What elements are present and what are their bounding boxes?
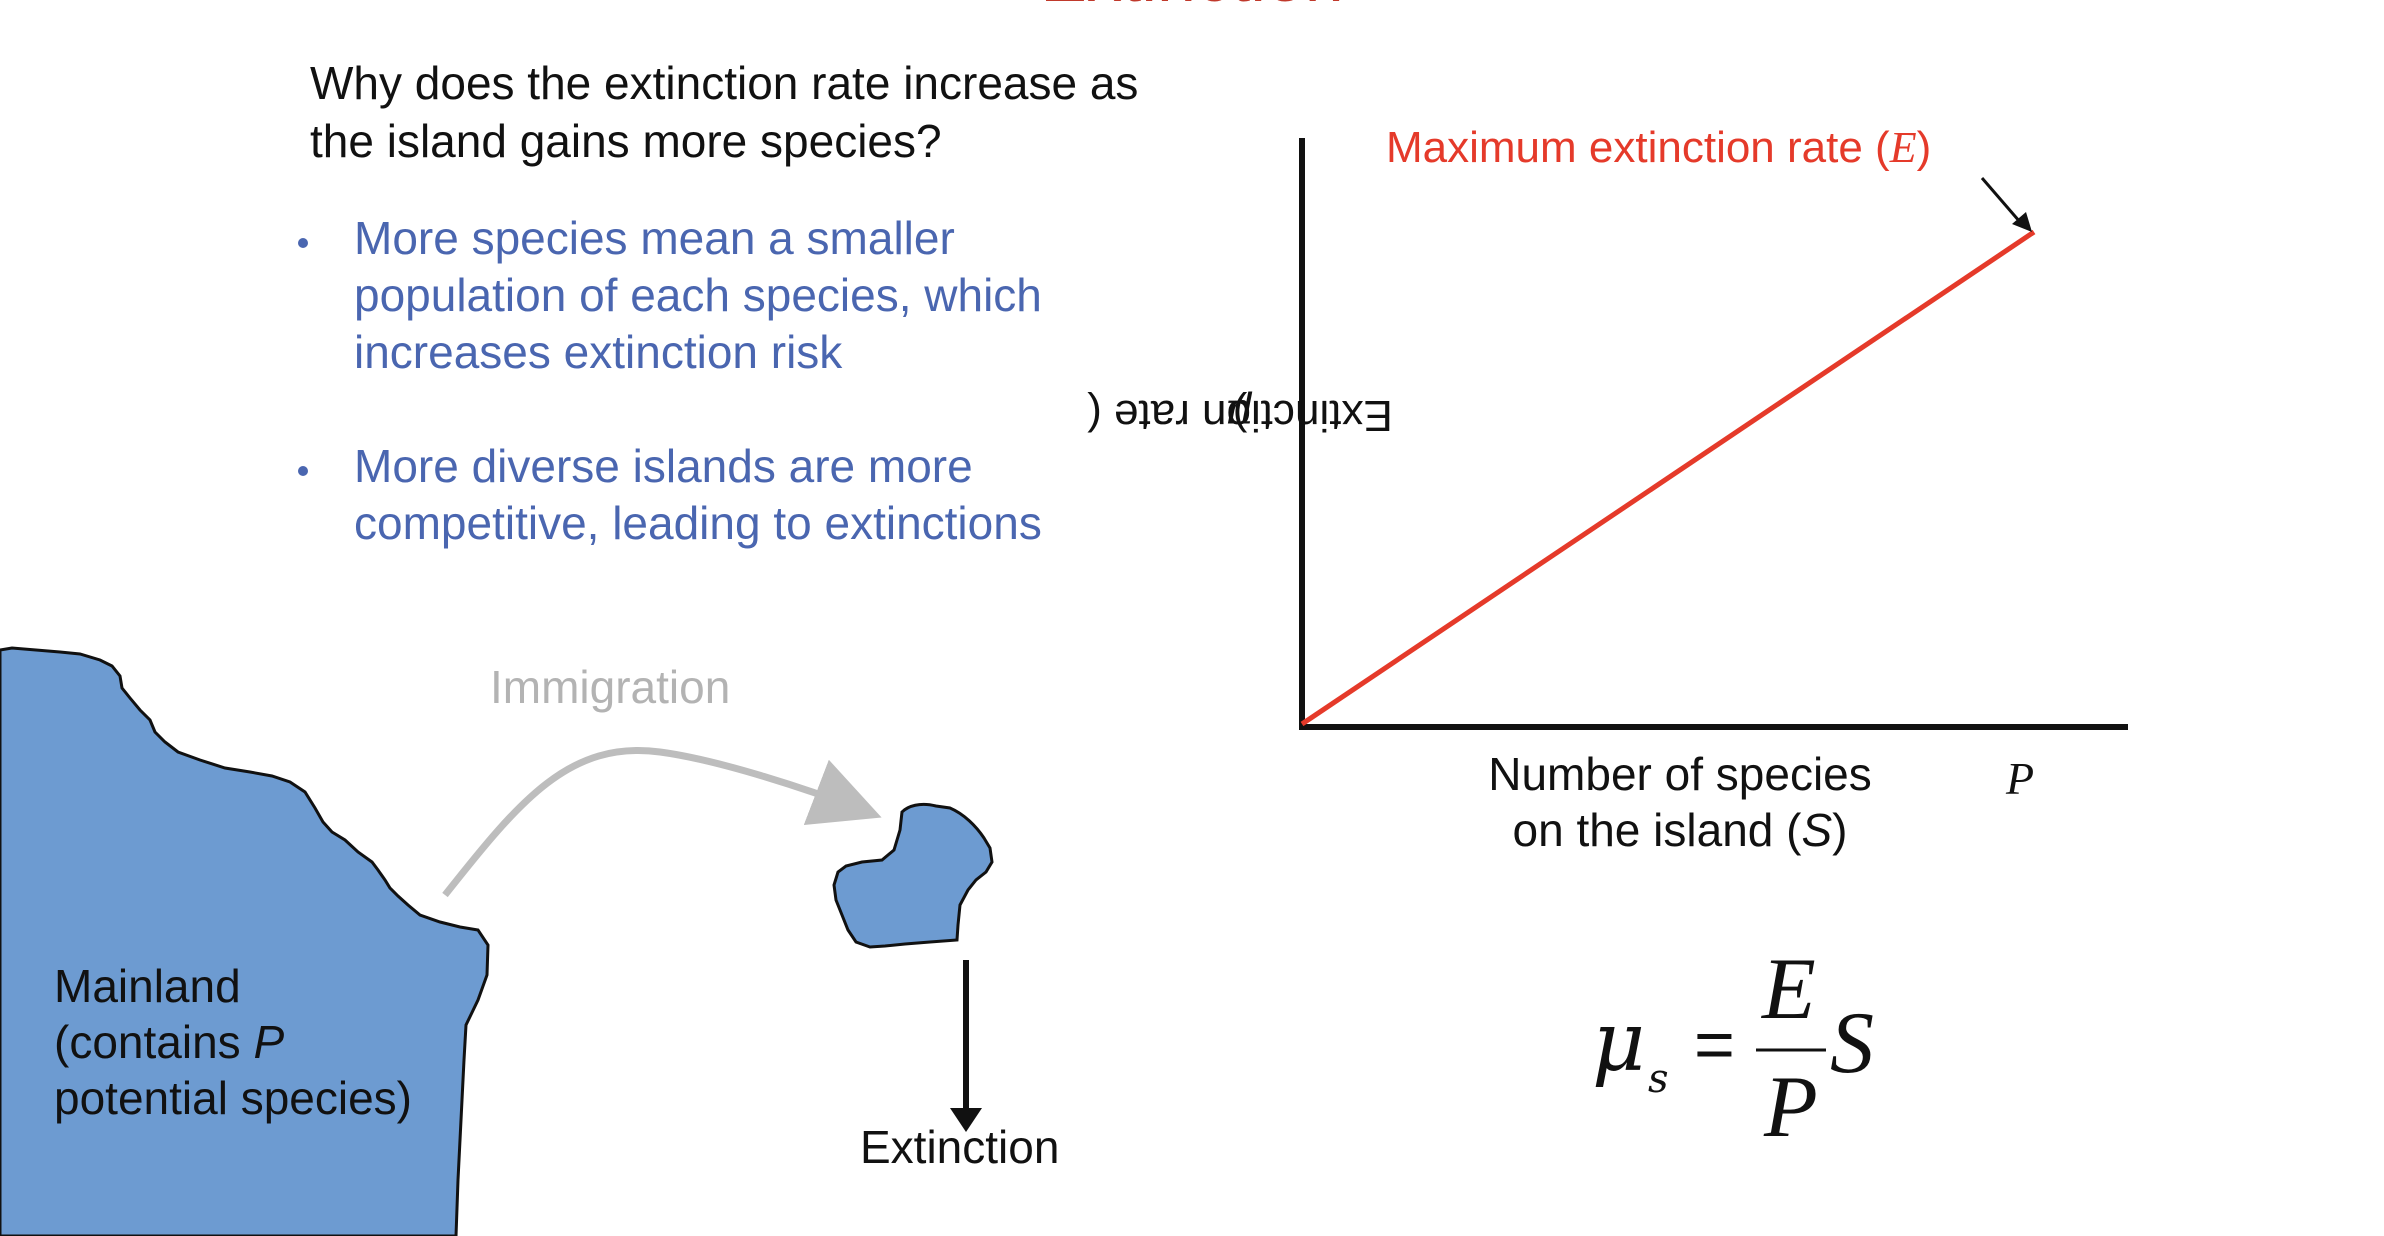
formula-lhs-subscript: s: [1648, 1056, 1669, 1102]
formula-numerator: E: [1760, 941, 1816, 1038]
immigration-arrow: [442, 747, 882, 898]
max-extinction-rate-label: Maximum extinction rate (E): [1386, 122, 1931, 173]
formula-tail: S: [1830, 995, 1874, 1092]
mainland-label-prefix: (contains: [54, 1016, 254, 1068]
x-axis-end-label: P: [2006, 753, 2035, 804]
x-axis-label-line2: on the island (S): [1410, 802, 1950, 858]
extinction-arrow: [950, 960, 982, 1132]
x-axis-label-suffix: ): [1832, 804, 1848, 856]
x-axis-label-prefix: on the island (: [1512, 804, 1802, 856]
bullet-list: More species mean a smaller population o…: [290, 210, 1150, 552]
formula-equals: =: [1694, 1005, 1735, 1083]
mainland-label-line1: Mainland: [54, 960, 241, 1012]
x-axis-label: Number of species on the island (S): [1410, 746, 1950, 858]
y-axis-label-suffix: ): [1232, 391, 1248, 440]
x-axis-label-line1: Number of species: [1488, 748, 1872, 800]
mainland-label-variable: P: [253, 1016, 285, 1068]
mainland-label-line2: (contains P: [54, 1014, 454, 1070]
island-shape: [832, 802, 994, 949]
formula-lhs: μ: [1592, 995, 1645, 1090]
max-label-prefix: Maximum extinction rate (: [1386, 123, 1890, 172]
bullet-item: More species mean a smaller population o…: [290, 210, 1150, 381]
bullet-dot-icon: [298, 466, 308, 476]
immigration-label: Immigration: [490, 661, 731, 713]
mainland-label: Mainland (contains P potential species): [54, 958, 454, 1126]
bullet-dot-icon: [298, 238, 308, 248]
question-text: Why does the extinction rate increase as…: [310, 57, 1139, 167]
mainland-label-line3: potential species): [54, 1072, 412, 1124]
extinction-label: Extinction: [860, 1121, 1060, 1173]
formula: μ s = E P S: [1592, 941, 1874, 1156]
max-label-suffix: ): [1916, 123, 1932, 172]
extinction-rate-line: [1300, 229, 2036, 727]
max-rate-pointer-arrow: [1980, 177, 2032, 232]
x-axis-label-variable: S: [1801, 804, 1833, 856]
slide-title: Extinction: [0, 0, 2384, 12]
mainland-shape: [0, 646, 490, 1236]
bullet-text: More species mean a smaller population o…: [354, 212, 1042, 378]
bullet-item: More diverse islands are more competitiv…: [290, 438, 1150, 552]
max-label-variable: E: [1889, 123, 1917, 172]
bullet-text: More diverse islands are more competitiv…: [354, 440, 1042, 549]
formula-denominator: P: [1763, 1059, 1818, 1156]
